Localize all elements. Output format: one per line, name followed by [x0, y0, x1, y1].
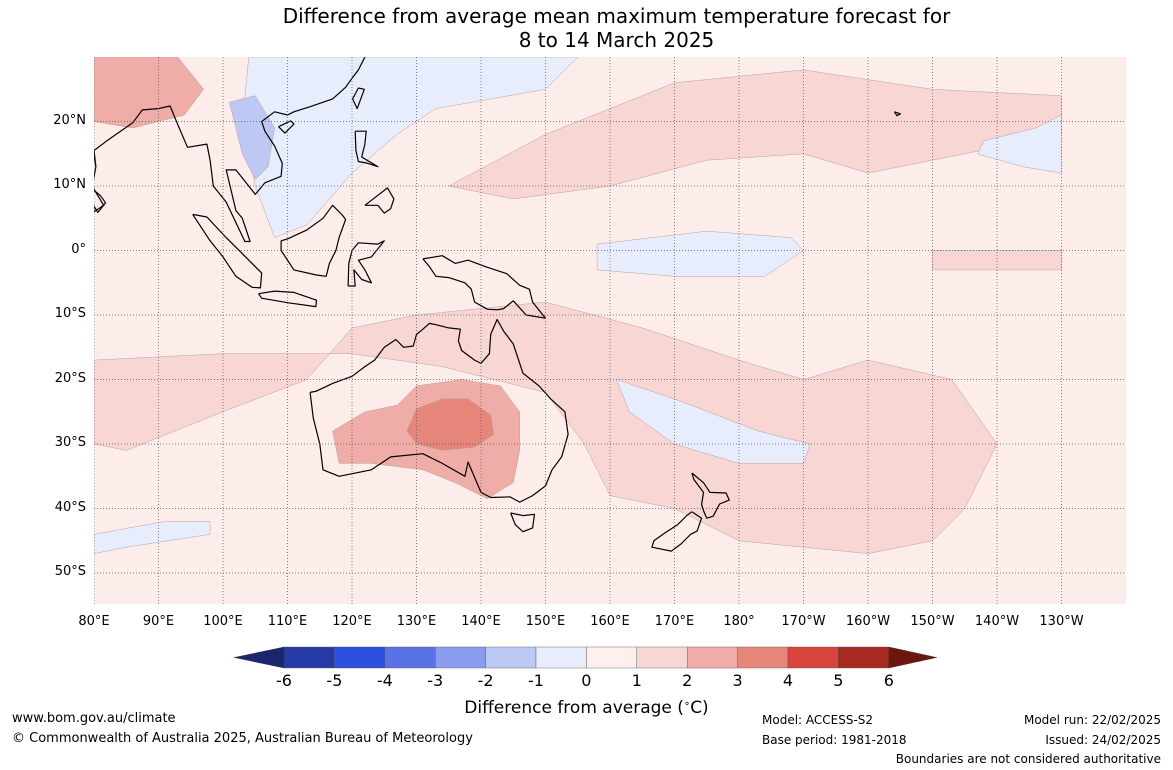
sumatra-coastline: [192, 213, 263, 289]
colorbar-tick: -5: [326, 671, 343, 690]
borneo-coastline: [280, 204, 347, 277]
anomaly-region-indochina-cool: [229, 95, 275, 181]
footer-base-period: Base period: 1981-2018: [762, 733, 907, 747]
colorbar-title-prefix: Difference from average (: [464, 698, 684, 718]
anomaly-region-coral-sea-cool: [616, 379, 811, 464]
colorbar-segment: [687, 646, 738, 669]
lat-label: 40°S: [54, 499, 86, 515]
lon-label: 150°W: [910, 614, 955, 629]
hawaii-coastline: [893, 111, 901, 117]
anomaly-region-central-australia-hot-core: [406, 398, 495, 451]
australia-coastline: [309, 318, 569, 503]
colorbar-tick: -1: [528, 671, 544, 690]
footer-disclaimer: Boundaries are not considered authoritat…: [895, 752, 1161, 766]
lat-label: 10°S: [54, 306, 86, 321]
colorbar-segment: [737, 646, 789, 669]
colorbar-under-arrow: [233, 646, 285, 669]
colorbar-title-degree: ∘: [683, 698, 691, 710]
title-line-2: 8 to 14 March 2025: [518, 28, 715, 52]
colorbar-tick: 5: [833, 671, 844, 690]
colorbar-tick: -4: [376, 671, 393, 690]
lon-label: 90°E: [142, 614, 175, 629]
lon-label: 140°E: [461, 614, 501, 629]
lon-label: 160°E: [590, 614, 630, 629]
colorbar-tick: 1: [631, 671, 642, 690]
colorbar-segment: [334, 646, 385, 669]
graticule: [94, 57, 1126, 604]
colorbar-title: Difference from average (∘C): [0, 698, 1173, 718]
footer-website: www.bom.gov.au/climate: [12, 711, 176, 726]
colorbar-segment: [787, 646, 839, 669]
colorbar-segment: [838, 646, 890, 669]
colorbar-title-suffix: C): [690, 698, 709, 718]
nz-south-island-coastline: [651, 511, 703, 552]
tasmania-coastline: [510, 512, 536, 533]
coastlines: [94, 57, 901, 552]
colorbar-tick: 4: [782, 671, 794, 690]
lon-label: 80°E: [78, 614, 110, 629]
anomaly-region-southern-asia-warm: [94, 57, 205, 129]
lon-label: 130°W: [1039, 614, 1084, 629]
sulawesi-coastline: [347, 240, 385, 287]
colorbar-segment: [586, 646, 638, 669]
colorbar: [233, 646, 937, 669]
taiwan-coastline: [352, 87, 365, 110]
lat-label: 30°S: [54, 435, 86, 450]
colorbar-segment: [485, 646, 537, 669]
colorbar-segment: [283, 646, 335, 669]
footer-model: Model: ACCESS-S2: [762, 713, 874, 727]
colorbar-tick: -6: [276, 671, 292, 690]
java-coastline: [258, 290, 318, 308]
colorbar-tick: 2: [682, 671, 693, 690]
anomaly-regions: [94, 57, 1062, 554]
lat-label: 50°S: [54, 564, 86, 579]
lon-label: 150°E: [525, 614, 566, 629]
sri-lanka-coastline: [94, 189, 107, 213]
nz-north-island-coastline: [691, 472, 730, 519]
lon-label: 170°E: [654, 614, 695, 629]
colorbar-tick: 3: [732, 671, 743, 690]
lon-label: 120°E: [332, 614, 372, 629]
colorbar-tick: -3: [427, 671, 444, 690]
lon-label: 110°E: [267, 614, 308, 629]
colorbar-segment: [384, 646, 436, 669]
mindanao-coastline: [364, 187, 395, 214]
anomaly-region-central-pacific-warm: [932, 250, 1062, 271]
colorbar-segment: [636, 646, 688, 669]
colorbar-segment: [435, 646, 486, 669]
lon-label: 170°W: [781, 614, 826, 629]
lon-label: 160°W: [845, 614, 891, 629]
lat-label: 20°N: [53, 112, 86, 128]
lat-label: 20°S: [54, 370, 86, 386]
footer-copyright: © Commonwealth of Australia 2025, Austra…: [12, 731, 473, 746]
lat-label: 10°N: [53, 177, 86, 192]
lon-label: 130°E: [396, 614, 437, 629]
lon-label: 140°W: [974, 614, 1020, 629]
mainland-asia-coastline: [94, 57, 366, 243]
colorbar-over-arrow: [888, 646, 937, 669]
footer-issued: Issued: 24/02/2025: [1045, 733, 1161, 747]
hainan-coastline: [278, 120, 295, 134]
colorbar-tick: 0: [581, 671, 592, 690]
anomaly-region-indian-ocean-warm-band: [94, 301, 998, 554]
anomaly-region-eastern-pacific-cool: [977, 114, 1062, 174]
lon-label: 100°E: [203, 614, 243, 629]
title-line-1: Difference from average mean maximum tem…: [282, 4, 951, 28]
colorbar-tick: -2: [477, 671, 494, 690]
anomaly-region-southern-indian-ocean-cool: [94, 521, 211, 554]
chart-title: Difference from average mean maximum tem…: [0, 4, 1173, 52]
luzon-coastline: [354, 130, 379, 168]
colorbar-segment: [535, 646, 587, 669]
lat-label: 0°: [71, 241, 86, 257]
footer-model-run: Model run: 22/02/2025: [1023, 713, 1161, 727]
colorbar-tick: 6: [883, 671, 894, 690]
new-guinea-coastline: [422, 255, 547, 319]
lon-label: 180°: [723, 614, 755, 629]
